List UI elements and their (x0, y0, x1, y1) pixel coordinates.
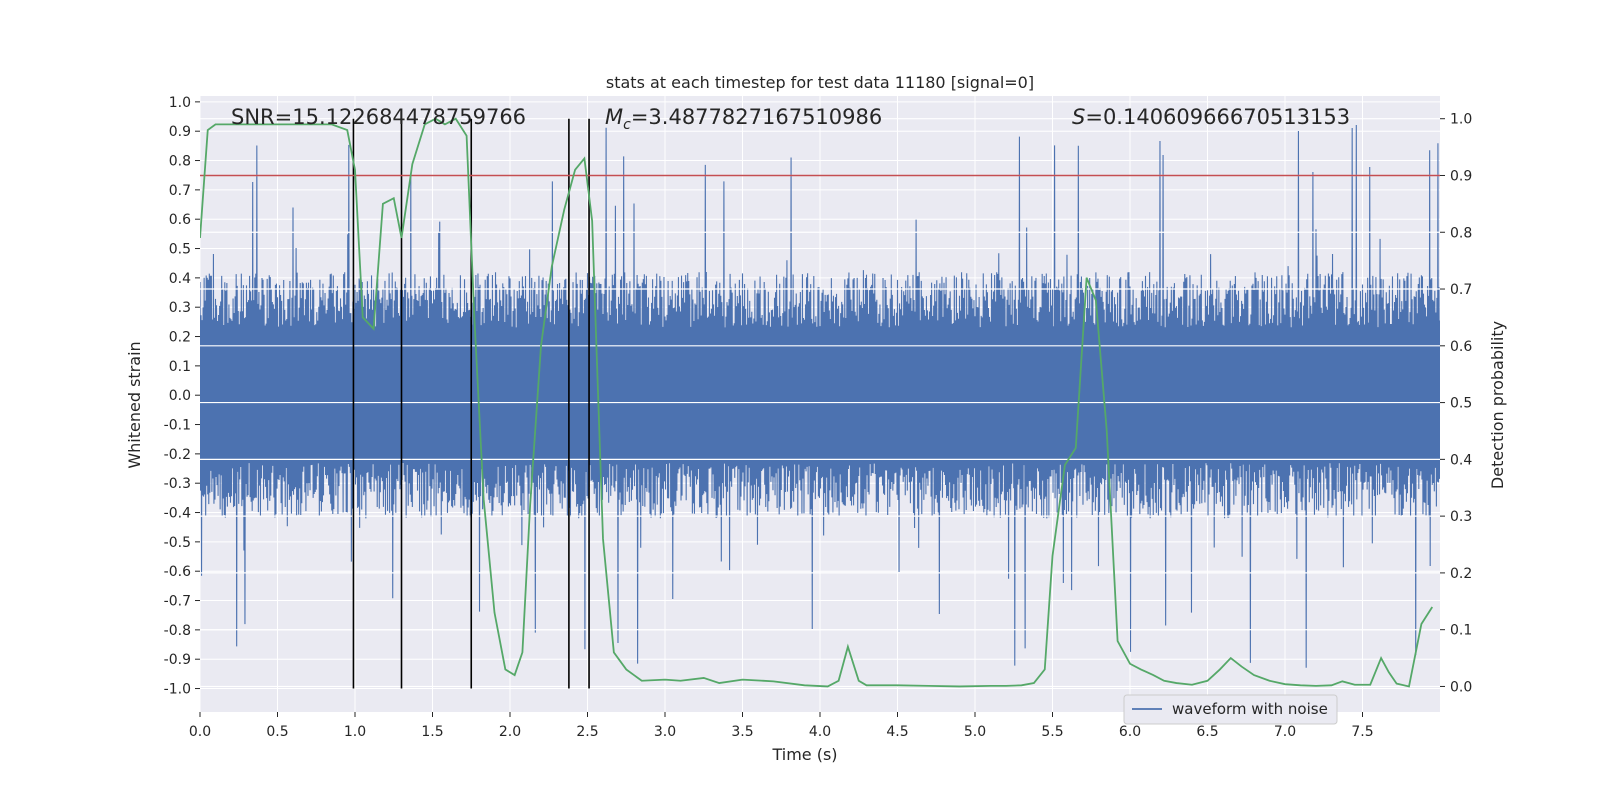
chart-title: stats at each timestep for test data 111… (606, 73, 1034, 92)
probability-line (200, 117, 1434, 688)
chirp-mass-value: =3.4877827167510986 (631, 105, 882, 129)
left-axis-ticks: -1.0 -0.9 -0.8 -0.7 -0.6 -0.5 -0.4 -0.3 -0.2 -0.1… (164, 95, 200, 698)
right-y-tick-label: 0.2 (1450, 566, 1472, 582)
chirp-mass-subscript: c (623, 117, 631, 133)
x-tick-label: 5.0 (964, 724, 986, 740)
x-tick-label: 7.0 (1274, 724, 1296, 740)
y-tick-label: -0.7 (164, 594, 191, 610)
x-tick-label: 7.5 (1351, 724, 1373, 740)
y-tick-label: 0.6 (169, 212, 191, 228)
y-tick-label: 0.3 (169, 300, 191, 316)
x-tick-label: 3.5 (731, 724, 753, 740)
y-tick-label: 0.8 (169, 154, 191, 170)
s-statistic-value: =0.14060966670513153 (1085, 105, 1350, 129)
right-y-tick-label: 0.6 (1450, 339, 1472, 355)
right-y-tick-label: 0.1 (1450, 623, 1472, 639)
left-axis-label: Whitened strain (125, 341, 144, 468)
s-statistic-annotation: S=0.14060966670513153 (1072, 105, 1350, 129)
y-tick-label: 0.0 (169, 388, 191, 404)
y-tick-label: 0.2 (169, 330, 191, 346)
y-tick-label: -0.3 (164, 476, 191, 492)
right-y-tick-label: 1.0 (1450, 112, 1472, 128)
right-y-tick-label: 0.5 (1450, 396, 1472, 412)
right-y-tick-label: 0.0 (1450, 679, 1472, 695)
chirp-mass-symbol: M (605, 105, 623, 129)
x-axis-label: Time (s) (771, 745, 837, 764)
y-tick-label: 0.4 (169, 271, 191, 287)
x-tick-label: 2.5 (576, 724, 598, 740)
y-tick-label: 0.9 (169, 124, 191, 140)
snr-annotation: SNR=15.122684478759766 (231, 105, 526, 129)
x-tick-label: 5.5 (1041, 724, 1063, 740)
y-tick-label: -0.6 (164, 564, 191, 580)
x-tick-label: 6.0 (1119, 724, 1141, 740)
y-tick-label: 1.0 (169, 95, 191, 111)
y-tick-label: 0.7 (169, 183, 191, 199)
right-y-tick-label: 0.3 (1450, 509, 1472, 525)
y-tick-label: -0.9 (164, 652, 191, 668)
y-tick-label: -1.0 (164, 682, 191, 698)
x-tick-label: 3.0 (654, 724, 676, 740)
x-tick-label: 6.5 (1196, 724, 1218, 740)
y-tick-label: -0.2 (164, 447, 191, 463)
legend-label: waveform with noise (1172, 700, 1328, 718)
probability-series (200, 117, 1434, 688)
right-y-tick-label: 0.9 (1450, 168, 1472, 184)
legend-box (1123, 694, 1338, 725)
y-tick-label: 0.1 (169, 359, 191, 375)
y-tick-label: 0.5 (169, 242, 191, 258)
vertical-marker-lines (352, 118, 590, 689)
right-y-tick-label: 0.4 (1450, 452, 1472, 468)
y-tick-label: -0.4 (164, 506, 191, 522)
waveform-series (200, 125, 1440, 668)
x-tick-label: 0.0 (189, 724, 211, 740)
right-axis-ticks: 0.0 0.1 0.2 0.3 0.4 0.5 0.6 0.7 0.8 0.9 1.0 (1440, 112, 1472, 695)
s-statistic-symbol: S (1072, 105, 1085, 129)
x-tick-label: 1.0 (344, 724, 366, 740)
y-tick-label: -0.5 (164, 535, 191, 551)
chirp-mass-annotation: Mc=3.4877827167510986 (605, 105, 882, 133)
x-tick-label: 4.5 (886, 724, 908, 740)
right-axis-label: Detection probability (1488, 321, 1507, 489)
legend: waveform with noise (1123, 694, 1338, 725)
right-y-tick-label: 0.8 (1450, 225, 1472, 241)
y-tick-label: -0.8 (164, 623, 191, 639)
x-tick-label: 4.0 (809, 724, 831, 740)
waveform-line (200, 125, 1440, 668)
x-tick-label: 2.0 (499, 724, 521, 740)
x-axis-ticks: 0.0 0.5 1.0 1.5 2.0 2.5 3.0 3.5 4.0 4.5 5.0 5.5 6.0 6… (189, 712, 1374, 740)
x-tick-label: 0.5 (266, 724, 288, 740)
y-tick-label: -0.1 (164, 418, 191, 434)
x-tick-label: 1.5 (421, 724, 443, 740)
right-y-tick-label: 0.7 (1450, 282, 1472, 298)
